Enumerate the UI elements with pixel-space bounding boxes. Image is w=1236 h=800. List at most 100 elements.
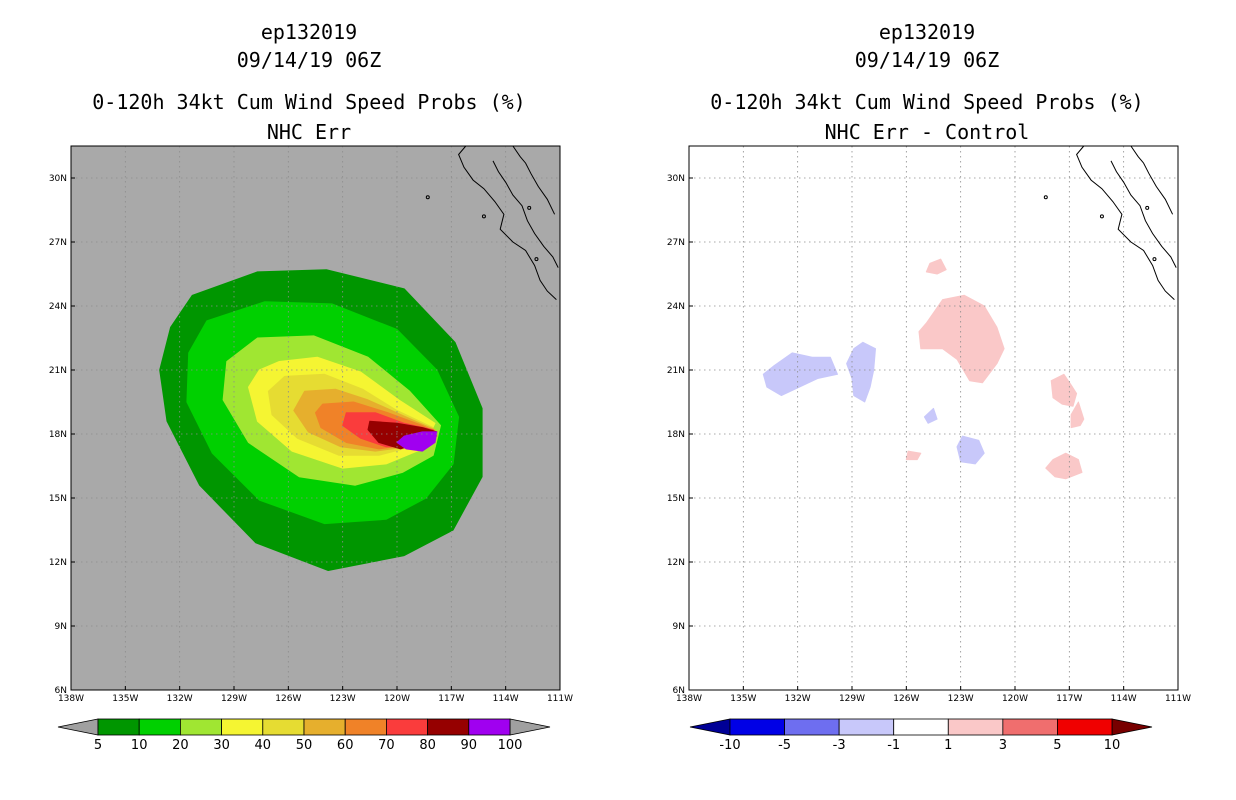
left-panel: ep132019 09/14/19 06Z 0-120h 34kt Cum Wi… — [49, 20, 573, 753]
colorbar-swatch — [1057, 718, 1113, 736]
x-tick-label: 129W — [221, 694, 247, 704]
plot-frame — [688, 145, 1179, 691]
panel-subtitle: NHC Err - Control — [824, 120, 1030, 144]
colorbar-swatch — [947, 718, 1004, 736]
coastline-segment — [1130, 145, 1174, 215]
island — [527, 205, 532, 210]
x-tick-label: 138W — [58, 694, 84, 704]
colorbar-label: 10 — [131, 738, 148, 753]
storm-id: ep132019 — [260, 20, 358, 44]
x-tick-label: 126W — [275, 694, 301, 704]
colorbar-swatch — [468, 718, 511, 736]
contour-level-1 — [1070, 401, 1085, 429]
y-tick-label: 9N — [673, 622, 685, 632]
coastline — [425, 145, 559, 300]
probability-map: 138W 135W 132W 129W 126W 123W 120W 117W 114W 111W… — [49, 145, 573, 753]
colorbar-swatch — [344, 718, 387, 736]
x-tick-label: 123W — [330, 694, 356, 704]
contour-level-1 — [1050, 373, 1078, 407]
y-tick-label: 21N — [49, 366, 67, 376]
colorbar-swatch — [1002, 718, 1058, 736]
colorbar-swatch — [97, 718, 140, 736]
axis-labels: 138W 135W 132W 129W 126W 123W 120W 117W 114W 111W… — [49, 174, 573, 704]
x-tick-label: 132W — [167, 694, 193, 704]
panel-subtitle: NHC Err — [266, 120, 352, 144]
product-title: 0-120h 34kt Cum Wind Speed Probs (%) — [92, 90, 526, 114]
colorbar-label: 10 — [1104, 738, 1121, 753]
colorbar-label: 90 — [461, 738, 478, 753]
y-tick-label: 30N — [667, 174, 685, 184]
x-tick-label: 111W — [547, 694, 573, 704]
colorbar-swatch — [729, 718, 785, 736]
contour-level--1 — [846, 341, 876, 403]
contour-level-1 — [918, 294, 1005, 384]
x-tick-label: 135W — [730, 694, 756, 704]
probability-contours — [762, 258, 1085, 480]
y-tick-label: 18N — [667, 430, 685, 440]
grid-lines — [71, 146, 560, 690]
colorbar-label: 80 — [419, 738, 436, 753]
contour-level-1 — [925, 258, 947, 275]
island — [1043, 195, 1048, 200]
colorbar-swatch — [303, 718, 346, 736]
island — [1145, 205, 1150, 210]
colorbar-swatch — [385, 718, 428, 736]
coastline — [1043, 145, 1177, 300]
island — [481, 214, 486, 219]
x-tick-label: 123W — [948, 694, 974, 704]
storm-id: ep132019 — [878, 20, 976, 44]
x-tick-label: 114W — [1111, 694, 1137, 704]
colorbar-swatch — [179, 718, 222, 736]
colorbar-label: -3 — [833, 738, 846, 753]
coastline-segment — [512, 145, 556, 215]
colorbar-label: 60 — [337, 738, 354, 753]
contour-level-1 — [1045, 452, 1083, 480]
product-title: 0-120h 34kt Cum Wind Speed Probs (%) — [710, 90, 1144, 114]
colorbar-under-arrow — [57, 718, 99, 736]
colorbar-label: -1 — [887, 738, 900, 753]
y-tick-label: 24N — [49, 302, 67, 312]
x-tick-label: 129W — [839, 694, 865, 704]
colorbar-under-arrow — [689, 718, 731, 736]
difference-map: 138W 135W 132W 129W 126W 123W 120W 117W 114W 111W… — [667, 145, 1191, 753]
colorbar-label: 50 — [296, 738, 313, 753]
colorbar-label: -10 — [719, 738, 740, 753]
colorbar-label: 5 — [1053, 738, 1061, 753]
plot-frame — [70, 145, 561, 691]
axis-labels: 138W 135W 132W 129W 126W 123W 120W 117W 114W 111W… — [667, 174, 1191, 704]
contour-level--1 — [956, 435, 985, 465]
colorbar-label: 20 — [172, 738, 189, 753]
y-tick-label: 6N — [55, 686, 67, 696]
y-tick-label: 12N — [49, 558, 67, 568]
coastline-segment — [458, 145, 557, 300]
x-tick-label: 111W — [1165, 694, 1191, 704]
contour-level-1 — [905, 450, 922, 461]
colorbar-label: -5 — [778, 738, 791, 753]
y-tick-label: 21N — [667, 366, 685, 376]
colorbar-swatch — [221, 718, 264, 736]
datetime: 09/14/19 06Z — [854, 48, 1000, 72]
colorbar: 5 10 20 30 40 50 60 70 80 90 100 — [57, 718, 551, 753]
colorbar-label: 100 — [498, 738, 523, 753]
x-tick-label: 120W — [384, 694, 410, 704]
probability-contours — [159, 269, 483, 571]
colorbar-swatch — [838, 718, 895, 736]
colorbar: -10 -5 -3 -1 1 3 5 10 — [689, 718, 1153, 753]
coastline-segment — [1110, 160, 1177, 268]
x-tick-label: 120W — [1002, 694, 1028, 704]
colorbar-label: 1 — [944, 738, 952, 753]
colorbar-swatch — [893, 718, 949, 736]
island — [1152, 257, 1157, 262]
x-tick-label: 117W — [1056, 694, 1082, 704]
colorbar-over-arrow — [1111, 718, 1153, 736]
coastline-segment — [492, 160, 559, 268]
y-tick-label: 12N — [667, 558, 685, 568]
grid-lines — [689, 146, 1178, 690]
island — [1099, 214, 1104, 219]
colorbar-swatch — [427, 718, 470, 736]
x-tick-label: 114W — [493, 694, 519, 704]
y-tick-label: 30N — [49, 174, 67, 184]
contour-level-90 — [396, 431, 438, 452]
datetime: 09/14/19 06Z — [236, 48, 382, 72]
colorbar-label: 30 — [213, 738, 230, 753]
